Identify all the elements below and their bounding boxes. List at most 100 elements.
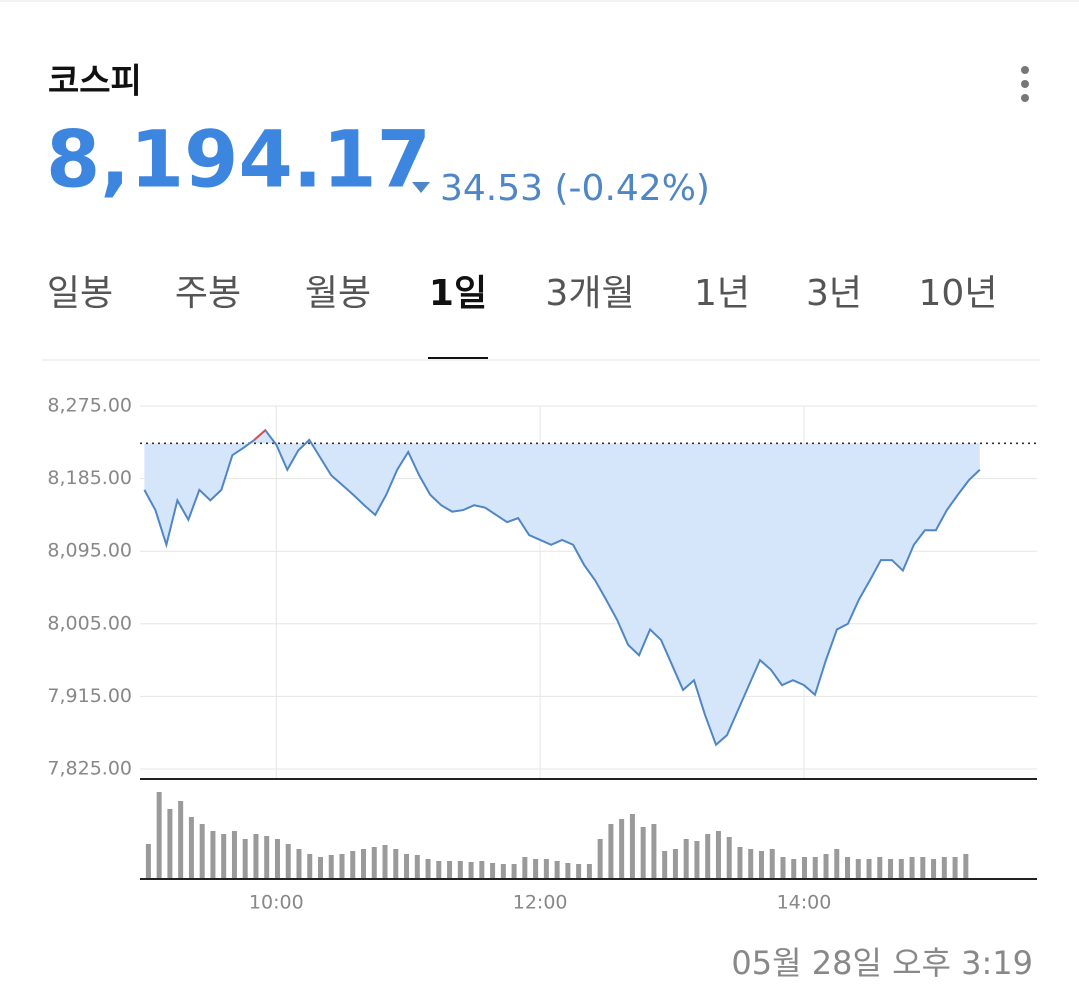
volume-bar	[608, 824, 614, 879]
y-tick-label: 8,005.00	[47, 612, 132, 634]
y-tick-label: 7,825.00	[47, 758, 132, 780]
tab[interactable]: 1년	[694, 273, 750, 314]
volume-bar	[404, 854, 410, 879]
tab[interactable]: 10년	[919, 273, 998, 314]
volume-bar	[511, 864, 517, 879]
volume-bar	[737, 847, 743, 879]
volume-bar	[909, 857, 915, 879]
y-tick-label: 8,275.00	[47, 395, 132, 417]
volume-bar	[683, 839, 689, 879]
volume-bar	[468, 862, 474, 879]
volume-bar	[941, 857, 947, 879]
area	[144, 430, 980, 745]
volume-bar	[490, 863, 496, 879]
volume-bar	[253, 834, 259, 879]
volume-bar	[963, 854, 969, 879]
volume-bar	[371, 847, 377, 879]
volume-bar	[328, 855, 334, 879]
volume-bar	[479, 861, 485, 879]
volume-bar	[758, 851, 764, 879]
x-tick-label: 10:00	[249, 892, 304, 914]
volume-bar	[823, 854, 829, 879]
timestamp: 05월 28일 오후 3:19	[731, 944, 1033, 982]
volume-bar	[802, 857, 808, 879]
volume-bar	[382, 845, 388, 879]
volume-bar	[533, 859, 539, 879]
volume-bar	[457, 861, 463, 879]
volume-bar	[317, 857, 323, 879]
volume-bar	[791, 859, 797, 879]
title: 코스피	[48, 62, 142, 102]
y-tick-label: 7,915.00	[47, 685, 132, 707]
volume-bar	[586, 864, 592, 879]
volume-bar	[436, 861, 442, 879]
volume-bar	[629, 814, 635, 879]
y-tick-label: 8,095.00	[47, 540, 132, 562]
volume-bar	[952, 857, 958, 879]
volume-bar	[242, 839, 248, 879]
volume-bar	[210, 831, 216, 879]
tab[interactable]: 일봉	[47, 273, 113, 314]
volume-bar	[425, 859, 431, 879]
change: 34.53 (-0.42%)	[440, 168, 710, 209]
volume-bar	[726, 837, 732, 879]
volume-bar	[619, 819, 625, 879]
volume-bar	[694, 841, 700, 879]
volume-bar	[866, 859, 872, 879]
volume-bar	[522, 857, 528, 879]
volume-bar	[715, 831, 721, 879]
x-tick-label: 14:00	[777, 892, 832, 914]
volume-bar	[188, 817, 194, 879]
volume-bar	[554, 861, 560, 879]
volume-bar	[576, 864, 582, 879]
volume-bar	[640, 827, 646, 879]
volume-bar	[296, 849, 302, 879]
volume-bar	[834, 849, 840, 879]
tab[interactable]: 월봉	[305, 273, 371, 314]
volume-bar	[597, 839, 603, 879]
tab[interactable]: 주봉	[175, 273, 241, 314]
volume-bar	[199, 824, 205, 879]
volume-bar	[769, 849, 775, 879]
volume-bar	[264, 836, 270, 879]
volume-bar	[931, 859, 937, 879]
volume-bar	[221, 834, 227, 879]
y-tick-label: 8,185.00	[47, 467, 132, 489]
volume-bar	[167, 809, 173, 879]
tab[interactable]: 3년	[806, 273, 862, 314]
volume-bar	[888, 859, 894, 879]
volume-bar	[339, 854, 345, 879]
volume-bar	[855, 859, 861, 879]
volume-bar	[447, 861, 453, 879]
volume-bar	[178, 801, 184, 879]
volume-bar	[307, 854, 313, 879]
up-segment	[253, 429, 266, 441]
volume-bar	[780, 857, 786, 879]
volume-bar	[145, 844, 151, 879]
volume-bar	[543, 859, 549, 879]
x-tick-label: 12:00	[513, 892, 568, 914]
volume-bar	[705, 834, 711, 879]
price-line	[143, 428, 981, 747]
volume-bar	[877, 857, 883, 879]
volume-bar	[414, 855, 420, 879]
price: 8,194.17	[46, 115, 431, 205]
volume-bar	[845, 857, 851, 879]
volume-bar	[812, 857, 818, 879]
volume-bar	[285, 844, 291, 879]
down-arrow	[412, 182, 430, 193]
volume-bar	[662, 851, 668, 879]
volume-bar	[920, 857, 926, 879]
volume-bar	[565, 863, 571, 879]
volume-bar	[156, 792, 162, 879]
menu-button[interactable]	[1021, 66, 1029, 102]
volume-bar	[500, 864, 506, 879]
volume-bar	[748, 849, 754, 879]
tab[interactable]: 1일	[429, 273, 487, 314]
volume-bar	[672, 849, 678, 879]
tab[interactable]: 3개월	[545, 273, 634, 314]
volume-bar	[898, 859, 904, 879]
volume-bar	[274, 839, 280, 879]
